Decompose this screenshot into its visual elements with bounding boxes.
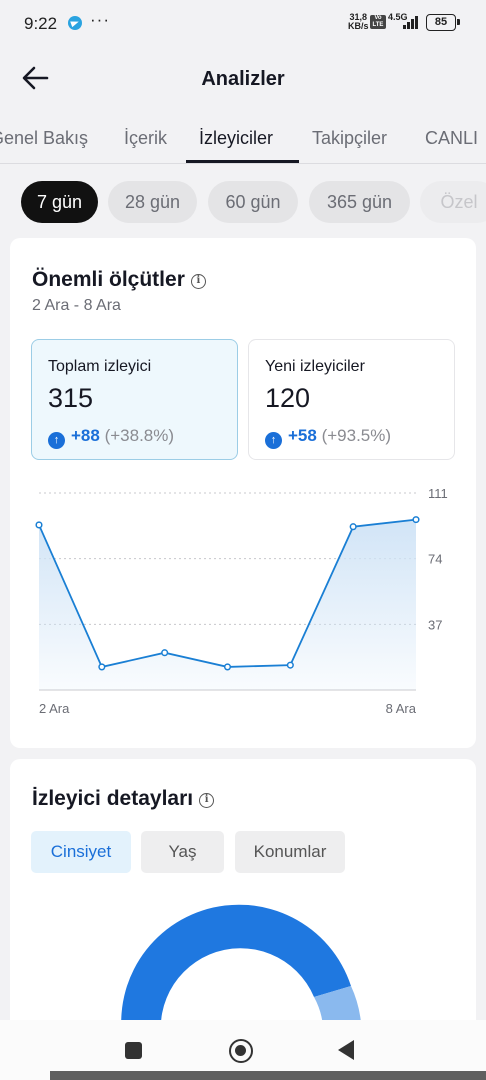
data-point: [349, 523, 357, 531]
audience-details-title: İzleyici detayları i: [32, 787, 215, 811]
key-metrics-card: Önemli ölçütler i 2 Ara - 8 Ara Toplam iz…: [10, 238, 476, 748]
metric-total-viewers[interactable]: Toplam izleyici 315 ↑ +88 (+38.8%): [31, 339, 238, 460]
arrow-up-icon: ↑: [48, 432, 65, 449]
status-bar: 9:22 ··· 31,8 KB/s Vo LTE 4.5G 85: [0, 0, 486, 46]
range-60-days[interactable]: 60 gün: [208, 181, 298, 223]
volte-icon: Vo LTE: [370, 15, 386, 29]
data-point: [412, 516, 420, 524]
signal-icon: [403, 16, 421, 29]
x-tick-label: 8 Ara: [386, 701, 417, 716]
change-absolute: +88: [71, 426, 100, 445]
metric-change: ↑ +58 (+93.5%): [265, 426, 391, 449]
metric-new-viewers[interactable]: Yeni izleyiciler 120 ↑ +58 (+93.5%): [248, 339, 455, 460]
change-percent: (+38.8%): [104, 426, 175, 445]
filter-locations[interactable]: Konumlar: [235, 831, 345, 873]
back-button[interactable]: [18, 60, 54, 96]
tab-viewers[interactable]: İzleyiciler: [199, 128, 274, 148]
series-area: [39, 519, 416, 690]
gesture-bar: [50, 1071, 486, 1080]
change-percent: (+93.5%): [321, 426, 392, 445]
recent-apps-button[interactable]: [125, 1042, 142, 1059]
tab-content[interactable]: İçerik: [124, 128, 168, 148]
tab-live[interactable]: CANLI: [425, 128, 479, 148]
active-tab-indicator: [186, 160, 299, 163]
arrow-up-icon: ↑: [265, 432, 282, 449]
donut-segment-primary: [121, 904, 351, 1059]
data-point: [98, 663, 106, 671]
volte-top: Vo: [374, 15, 382, 21]
metric-value: 120: [265, 383, 311, 413]
info-icon[interactable]: i: [190, 274, 206, 289]
audience-details-title-text: İzleyici detayları: [32, 787, 194, 810]
x-tick-label: 2 Ara: [39, 701, 70, 716]
network-speed: 31,8 KB/s: [348, 13, 369, 31]
app-header: Analizler: [0, 46, 486, 110]
home-button[interactable]: [229, 1039, 253, 1063]
data-point: [161, 649, 169, 657]
volte-bottom: LTE: [372, 22, 384, 28]
range-28-days[interactable]: 28 gün: [108, 181, 197, 223]
tab-overview[interactable]: Genel Bakış: [0, 128, 89, 148]
filter-age[interactable]: Yaş: [141, 831, 224, 873]
status-time: 9:22: [24, 14, 58, 33]
date-range: 2 Ara - 8 Ara: [32, 297, 121, 314]
metric-change: ↑ +88 (+38.8%): [48, 426, 174, 449]
y-tick-label: 37: [428, 617, 442, 632]
y-tick-label: 74: [428, 552, 442, 567]
viewers-line-chart[interactable]: 111 74 37 2 Ara 8 Ara: [10, 478, 476, 723]
data-point: [223, 663, 232, 671]
tab-followers[interactable]: Takipçiler: [312, 128, 388, 148]
metric-label: Yeni izleyiciler: [265, 358, 365, 375]
data-point: [35, 521, 43, 529]
filter-gender[interactable]: Cinsiyet: [31, 831, 131, 873]
arrow-left-icon: [22, 66, 49, 90]
range-7-days[interactable]: 7 gün: [21, 181, 98, 223]
y-tick-label: 111: [428, 486, 448, 501]
info-icon[interactable]: i: [199, 793, 215, 808]
data-point: [286, 661, 294, 669]
section-tabs: Genel Bakış İçerik İzleyiciler Takipçile…: [0, 112, 486, 164]
audience-details-card: İzleyici detayları i Cinsiyet Yaş Konumla…: [10, 759, 476, 1059]
page-title: Analizler: [201, 68, 285, 90]
more-notifications-icon: ···: [90, 10, 110, 29]
key-metrics-title: Önemli ölçütler i: [32, 268, 206, 292]
range-custom[interactable]: Özel: [420, 181, 486, 223]
change-absolute: +58: [288, 426, 317, 445]
network-speed-value: 31,8: [349, 12, 368, 22]
back-nav-button[interactable]: [338, 1040, 354, 1060]
metric-value: 315: [48, 383, 94, 413]
key-metrics-title-text: Önemli ölçütler: [32, 268, 185, 291]
network-type: 4.5G: [388, 12, 408, 22]
battery-icon: 85: [426, 14, 460, 31]
network-speed-unit: KB/s: [348, 21, 369, 31]
system-nav-bar: [0, 1020, 486, 1080]
date-range-selector: 7 gün 28 gün 60 gün 365 gün Özel: [0, 181, 486, 223]
telegram-icon: [68, 16, 82, 30]
metric-label: Toplam izleyici: [48, 358, 152, 375]
range-365-days[interactable]: 365 gün: [309, 181, 410, 223]
